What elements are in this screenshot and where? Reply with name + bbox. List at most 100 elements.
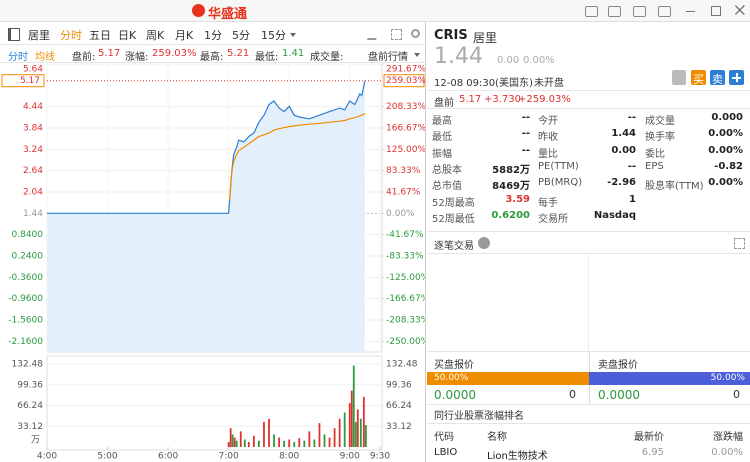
help-icon[interactable] [478,237,490,249]
volume-bar [283,440,286,447]
volume-tick-label: 99.36 [17,380,43,390]
volume-bar [293,441,296,447]
volume-bar [313,439,316,447]
volume-bar [303,440,306,447]
y-tick-label: 0.2400 [12,252,44,262]
info-change-label: 涨幅: [125,52,149,63]
sidebar-toggle[interactable] [8,28,20,41]
premarket-change-pct: +259.03% [518,94,571,105]
volume-bar [328,437,331,447]
volume-bar [356,409,359,447]
buy-label[interactable]: 买 [693,73,704,86]
dropdown-arrow [290,33,296,37]
y-tick-label: -1.5600 [8,316,43,326]
bid-price: 0.0000 [434,388,476,402]
period-tab[interactable]: 分时 [60,29,82,42]
volume-bar [323,434,326,447]
y-tick-label: 0.8400 [12,230,44,240]
x-tick-label: 9:30 [370,452,390,462]
stat-value: -- [521,112,530,123]
expand-icon[interactable] [391,29,402,40]
sell-button[interactable] [710,70,725,85]
last-pct-box [383,74,425,88]
volume-bar [288,439,291,447]
y2-tick-label: 125.00% [386,145,426,155]
stat-value: 0.00 [611,144,636,156]
logo: 华盛通 [208,7,248,22]
premarket-price: 5.17 [459,94,482,105]
premarket-label: 盘前 [434,98,454,109]
period-tab[interactable]: 15分 [261,29,286,42]
minimize-button[interactable] [686,11,695,12]
stat-value: 0.6200 [491,209,530,221]
volume-tick-label: 33.12 [17,422,43,432]
window-icon[interactable] [633,6,646,17]
stat-label: EPS [645,160,664,172]
premarket-change: +3.730 [484,94,522,105]
maximize-button[interactable] [711,6,721,16]
period-tab[interactable]: 五日 [89,29,111,42]
border [427,253,750,254]
close-button[interactable] [735,5,745,15]
y-tick-label: 2.64 [23,166,43,176]
volume-tick-label: 66.24 [17,401,43,411]
info-pre-label: 盘前: [72,52,96,63]
volume-bar [227,441,230,447]
ask-ratio-bar [588,372,750,385]
stat-value: -- [627,160,636,172]
stat-label: PE(TTM) [538,160,579,172]
window-icon[interactable] [658,6,671,17]
y-tick-label: -0.3600 [8,273,43,283]
volume-bar [268,418,270,447]
volume-tick-label: 132.48 [12,360,44,370]
quote-time: 12-08 09:30(美国东) [434,78,533,89]
dropdown-arrow [414,53,420,57]
volume-tick-label-right: 33.12 [386,422,412,432]
border [427,231,750,232]
stat-value: 0.00% [708,144,743,156]
chart-mode[interactable]: 盘前行情 [368,52,408,63]
stat-label: 最高 [432,116,452,127]
top-bar [0,0,750,22]
border [427,404,750,405]
stock-code: CRIS [434,28,468,43]
y2-tick-label: 208.33% [386,102,426,112]
expand-icon[interactable] [734,238,745,249]
period-tab[interactable]: 月K [175,29,194,42]
volume-bar [231,434,234,447]
window-icon[interactable] [608,6,621,17]
stat-label: 今开 [538,116,558,127]
stat-value: 3.59 [505,193,530,205]
settings-icon[interactable] [411,29,420,38]
industry-cell[interactable]: LBIO [434,447,458,458]
bid-size: 0 [569,388,576,401]
y-tick-label: 2.04 [23,188,43,198]
period-tab[interactable]: 5分 [232,29,250,42]
y2-tick-label: 41.67% [386,188,421,198]
ask-size: 0 [733,388,740,401]
volume-bar [247,441,250,447]
volume-bar [235,440,238,447]
x-tick-label: 5:00 [97,452,117,462]
buy-button[interactable] [691,70,706,85]
y2-tick-label: -208.33% [386,316,426,326]
ask-ratio: 50.00% [710,373,745,383]
last-price: 1.44 [434,44,483,69]
price-change-pct: 0.00% [523,55,555,66]
y-tick-label: 3.24 [23,145,43,155]
stat-value: 1 [629,193,636,205]
logo-icon [192,4,205,17]
period-tab[interactable]: 周K [146,29,165,42]
period-tab[interactable]: 1分 [204,29,222,42]
volume-bar [362,396,365,447]
window-icon[interactable] [585,6,598,17]
period-tab[interactable]: 日K [118,29,137,42]
info-high-label: 最高: [200,52,224,63]
alert-button[interactable] [672,70,686,85]
volume-bar [233,437,236,447]
last-pct-label: 259.03% [386,76,426,86]
border [427,90,750,91]
sell-label[interactable]: 卖 [712,73,723,86]
volume-tick-label-right: 132.48 [386,360,418,370]
